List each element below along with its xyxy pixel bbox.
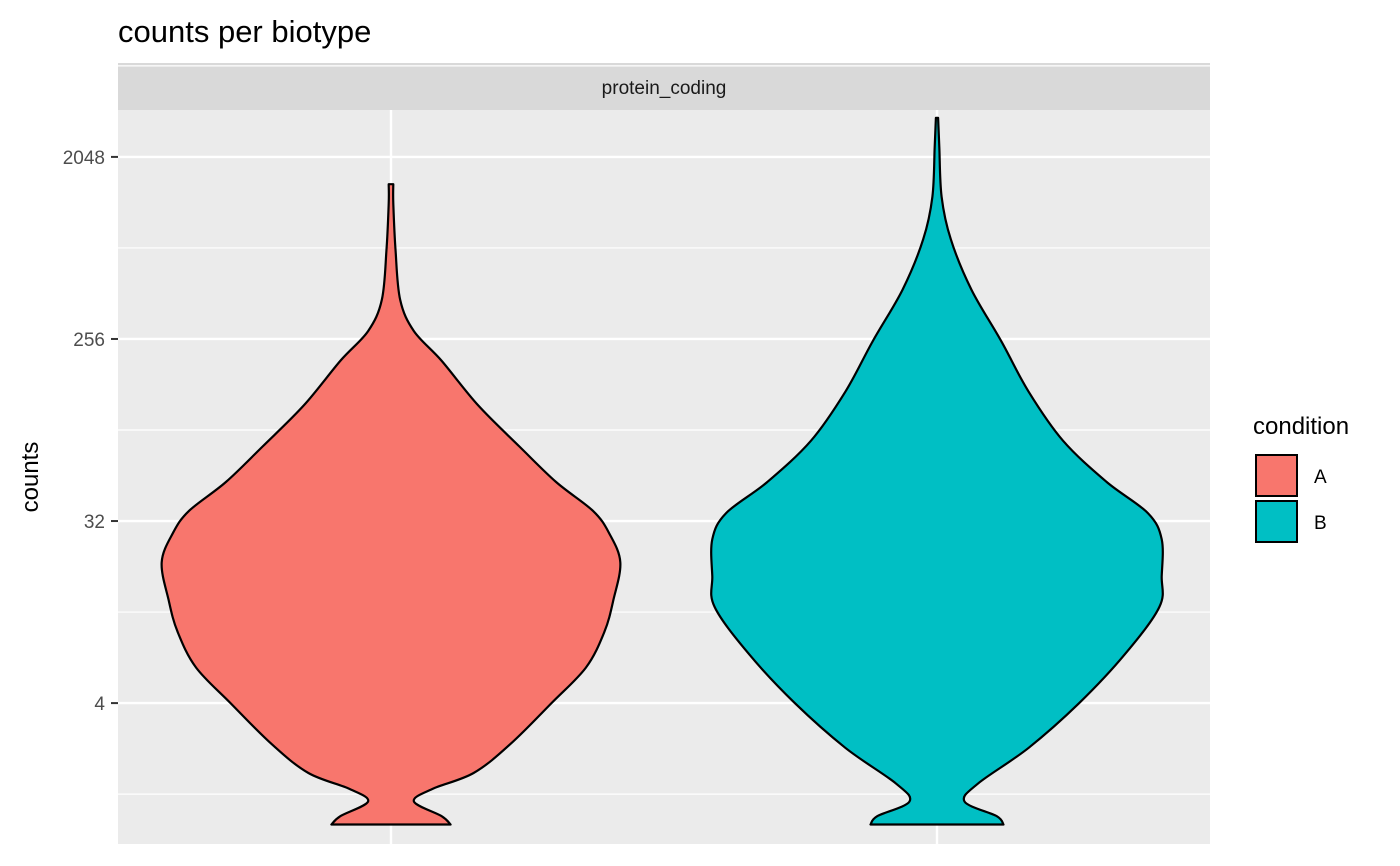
legend-title: condition [1253, 413, 1349, 440]
legend: condition A B [1253, 413, 1349, 543]
legend-swatch-b [1255, 500, 1298, 543]
y-tick-label: 2048 [63, 148, 105, 169]
violin-a [160, 183, 622, 826]
violins [160, 116, 1164, 826]
legend-label-a: A [1314, 467, 1327, 488]
chart-title: counts per biotype [118, 14, 371, 49]
legend-swatch-a [1255, 454, 1298, 497]
legend-label-b: B [1314, 513, 1327, 534]
facet-label: protein_coding [602, 78, 727, 99]
y-axis-title: counts [17, 442, 44, 513]
violin-b [710, 116, 1164, 826]
y-axis: 4 32 256 2048 [63, 148, 118, 715]
facet-strip [118, 63, 1210, 110]
y-tick-label: 32 [84, 512, 105, 533]
y-tick-label: 256 [73, 330, 105, 351]
y-tick-label: 4 [94, 694, 105, 715]
